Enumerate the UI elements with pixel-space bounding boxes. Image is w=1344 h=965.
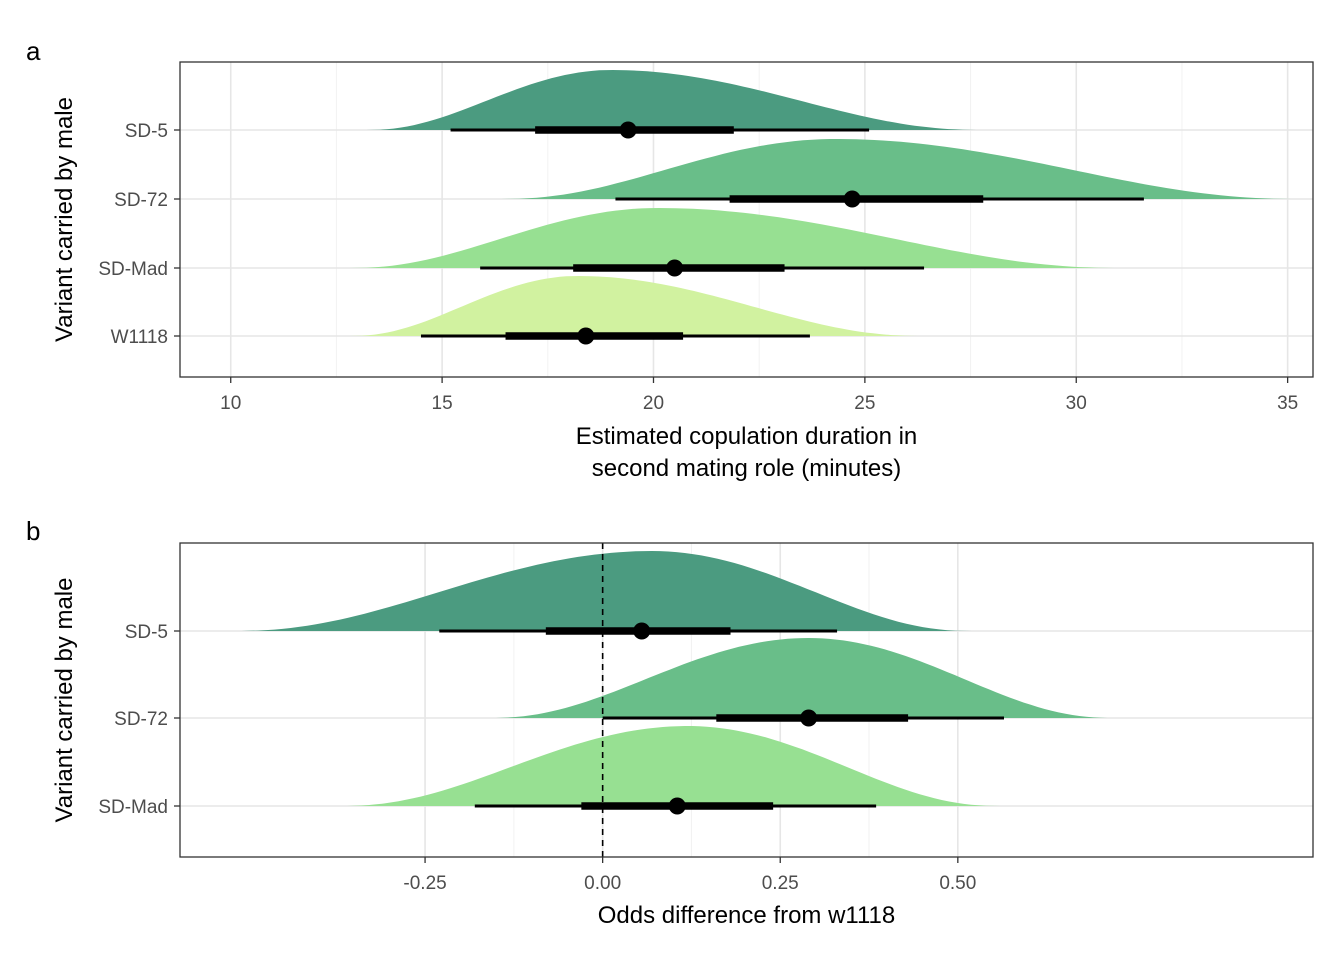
panel-a-intervals <box>420 121 1144 345</box>
panel-a-point-sd-5 <box>619 121 637 139</box>
panel-b-y-tick-label-sd-mad: SD-Mad <box>98 797 168 818</box>
panel-a-density-sd-72 <box>501 139 1301 199</box>
panel-a-y-label: Variant carried by male <box>51 97 78 342</box>
panel-a-point-sd-mad <box>666 259 684 277</box>
panel-label-b: b <box>26 516 40 546</box>
panel-b-point-sd-5 <box>633 622 651 640</box>
panel-b-density-sd-mad <box>339 726 1001 806</box>
panel-b-y-axis: SD-5 SD-72 SD-Mad <box>98 622 180 818</box>
panel-a-x-label-line2: second mating role (minutes) <box>592 455 901 482</box>
panel-a-x-label-line1: Estimated copulation duration in <box>576 423 918 450</box>
panel-a-x-tick-label-5: 35 <box>1277 393 1298 414</box>
panel-a-densities <box>349 70 1301 336</box>
panel-b: b SD-5 SD-72 SD-Mad -0.25 0.00 0.25 0.50 Odds… <box>26 516 1314 929</box>
panel-a-point-sd-72 <box>843 190 861 208</box>
panel-a-density-sd-5 <box>366 70 984 130</box>
panel-a-x-tick-label-4: 30 <box>1066 393 1087 414</box>
panel-a: a SD-5 SD-72 SD-Mad W1118 10 15 20 25 30 35 Esti… <box>26 36 1314 482</box>
panel-b-x-axis: -0.25 0.00 0.25 0.50 <box>403 857 976 894</box>
panel-b-border <box>179 542 1314 858</box>
panel-a-x-tick-label-2: 20 <box>643 393 664 414</box>
panel-b-intervals <box>439 622 1004 815</box>
panel-b-y-tick-label-sd-72: SD-72 <box>114 709 168 730</box>
panel-a-point-w1118 <box>577 327 595 345</box>
panel-a-y-tick-label-sd-72: SD-72 <box>114 190 168 211</box>
panel-a-x-axis: 10 15 20 25 30 35 <box>220 377 1298 414</box>
panel-label-a: a <box>26 36 41 66</box>
panel-b-x-tick-label-0: -0.25 <box>403 873 446 894</box>
panel-a-density-w1118 <box>349 276 925 336</box>
panel-a-y-axis: SD-5 SD-72 SD-Mad W1118 <box>98 121 180 348</box>
panel-b-point-sd-72 <box>800 709 818 727</box>
panel-b-x-tick-label-1: 0.00 <box>584 873 621 894</box>
panel-a-x-tick-label-3: 25 <box>854 393 875 414</box>
panel-a-y-tick-label-w1118: W1118 <box>111 327 168 348</box>
panel-a-border <box>179 61 1314 378</box>
panel-a-y-tick-label-sd-mad: SD-Mad <box>98 259 168 280</box>
panel-b-density-sd-72 <box>489 638 1115 718</box>
panel-b-x-tick-label-2: 0.25 <box>762 873 799 894</box>
panel-b-x-label-line1: Odds difference from w1118 <box>598 902 896 929</box>
panel-a-y-tick-label-sd-5: SD-5 <box>125 121 168 142</box>
panel-b-point-sd-mad <box>668 797 686 815</box>
panel-a-x-tick-label-0: 10 <box>220 393 241 414</box>
panel-b-y-tick-label-sd-5: SD-5 <box>125 622 168 643</box>
panel-b-densities <box>233 551 1115 806</box>
panel-a-x-tick-label-1: 15 <box>432 393 453 414</box>
panel-a-density-sd-mad <box>349 208 1123 268</box>
panel-b-y-label: Variant carried by male <box>51 578 78 823</box>
panel-b-x-tick-label-3: 0.50 <box>939 873 976 894</box>
